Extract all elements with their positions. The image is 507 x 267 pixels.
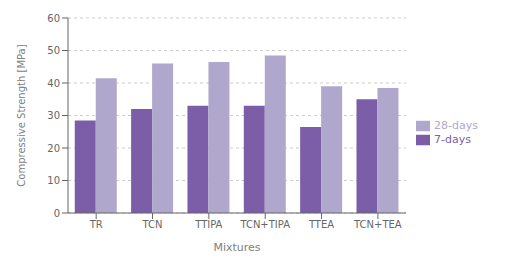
svg-text:TCN+TIPA: TCN+TIPA xyxy=(239,219,290,230)
svg-text:0: 0 xyxy=(54,208,60,219)
svg-text:TCN: TCN xyxy=(142,219,163,230)
svg-text:30: 30 xyxy=(47,110,60,121)
svg-text:10: 10 xyxy=(47,175,60,186)
svg-text:TR: TR xyxy=(89,219,103,230)
svg-text:50: 50 xyxy=(47,45,60,56)
svg-text:TTEA: TTEA xyxy=(308,219,334,230)
svg-text:60: 60 xyxy=(47,13,60,24)
svg-text:TTIPA: TTIPA xyxy=(194,219,222,230)
svg-text:TCN+TEA: TCN+TEA xyxy=(353,219,402,230)
svg-text:Compressive Strength [MPa]: Compressive Strength [MPa] xyxy=(16,44,27,186)
svg-text:Mixtures: Mixtures xyxy=(213,241,260,254)
svg-text:20: 20 xyxy=(47,143,60,154)
html-text:28-days: 28-days xyxy=(434,119,478,132)
svg-text:40: 40 xyxy=(47,78,60,89)
html-text:7-days: 7-days xyxy=(434,133,471,146)
